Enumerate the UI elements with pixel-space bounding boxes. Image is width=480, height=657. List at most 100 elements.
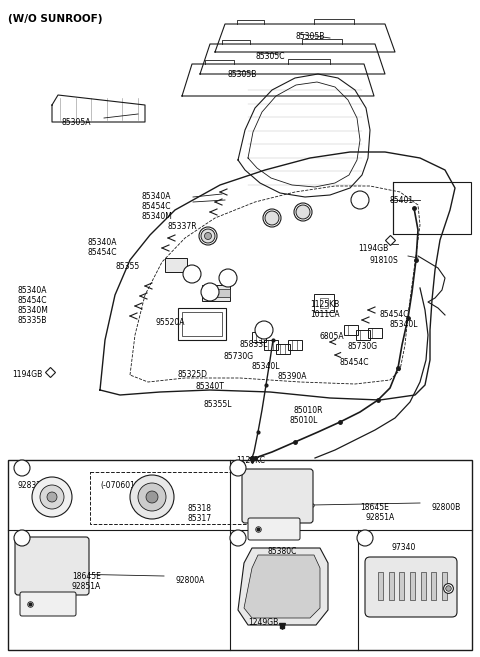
Text: c: c [358, 196, 362, 204]
Text: 1249GB: 1249GB [248, 618, 278, 627]
Text: (W/O SUNROOF): (W/O SUNROOF) [8, 14, 103, 24]
Bar [389, 572, 394, 600]
Text: 85390A: 85390A [278, 372, 308, 381]
Text: 85340A: 85340A [88, 238, 118, 247]
Text: a: a [190, 269, 194, 279]
Circle shape [230, 460, 246, 476]
Text: 85730G: 85730G [348, 342, 378, 351]
Text: 6805A: 6805A [320, 332, 345, 341]
FancyBboxPatch shape [365, 557, 457, 617]
Circle shape [219, 269, 237, 287]
Text: 85340M: 85340M [18, 306, 49, 315]
Bar [288, 340, 302, 350]
Text: 85454C: 85454C [380, 310, 409, 319]
Bar [399, 572, 404, 600]
Text: 85858C: 85858C [260, 575, 289, 584]
Circle shape [255, 321, 273, 339]
Text: a: a [300, 208, 306, 217]
Bar [420, 572, 426, 600]
Text: 85337R: 85337R [168, 222, 198, 231]
Bar [442, 572, 447, 600]
Bar [178, 308, 226, 340]
Text: e: e [269, 214, 275, 223]
Text: 85454C: 85454C [142, 202, 171, 211]
Text: 85454C: 85454C [88, 248, 118, 257]
FancyBboxPatch shape [242, 469, 313, 523]
Text: 1194GB: 1194GB [12, 370, 42, 379]
Text: 85454C: 85454C [18, 296, 48, 305]
Text: 85355L: 85355L [204, 400, 232, 409]
Text: 91810S: 91810S [370, 256, 399, 265]
Bar [202, 285, 230, 301]
Text: 85305B: 85305B [228, 70, 257, 79]
Text: 85317: 85317 [188, 514, 212, 523]
Text: c: c [236, 533, 240, 543]
Bar [410, 572, 415, 600]
Circle shape [357, 530, 373, 546]
Text: 85340L: 85340L [390, 320, 419, 329]
Text: 85340L: 85340L [252, 362, 280, 371]
Text: 85340A: 85340A [142, 192, 171, 201]
Circle shape [199, 227, 217, 245]
Circle shape [201, 283, 219, 301]
Text: 92800B: 92800B [432, 503, 461, 512]
Text: 85010L: 85010L [290, 416, 318, 425]
Text: 92800A: 92800A [176, 576, 205, 585]
Bar [320, 298, 328, 308]
Text: 1194GB: 1194GB [358, 244, 388, 253]
Bar [264, 340, 278, 350]
Bar [368, 328, 382, 338]
Circle shape [130, 475, 174, 519]
FancyBboxPatch shape [15, 537, 89, 595]
Text: 1011CA: 1011CA [310, 310, 340, 319]
Circle shape [146, 491, 158, 503]
Circle shape [14, 460, 30, 476]
Text: 85305A: 85305A [62, 118, 92, 127]
Text: 85833L: 85833L [240, 340, 268, 349]
Circle shape [351, 191, 369, 209]
Text: 85340M: 85340M [142, 212, 173, 221]
Text: b: b [207, 288, 213, 296]
Text: 95520A: 95520A [155, 318, 184, 327]
Circle shape [32, 477, 72, 517]
Text: 92851A: 92851A [72, 582, 101, 591]
Circle shape [263, 209, 281, 227]
Circle shape [138, 483, 166, 511]
Bar [432, 572, 436, 600]
Bar [216, 289, 230, 297]
Text: d: d [362, 533, 368, 543]
FancyBboxPatch shape [248, 518, 300, 540]
Bar [356, 330, 370, 340]
Bar [252, 332, 266, 342]
Text: 85340T: 85340T [196, 382, 225, 391]
Bar [344, 325, 358, 335]
Text: 85305B: 85305B [295, 32, 324, 41]
Circle shape [40, 485, 64, 509]
Circle shape [296, 205, 310, 219]
Text: 85355: 85355 [115, 262, 139, 271]
Text: 85401: 85401 [390, 196, 414, 205]
Text: 85454C: 85454C [340, 358, 370, 367]
Text: 85318: 85318 [188, 504, 212, 513]
Bar [276, 344, 290, 354]
Bar [393, 182, 471, 234]
Text: 97340: 97340 [392, 543, 416, 552]
Bar [8, 460, 472, 650]
Text: 85340A: 85340A [18, 286, 48, 295]
Circle shape [294, 203, 312, 221]
Text: 85335B: 85335B [18, 316, 48, 325]
Text: a: a [19, 463, 24, 472]
Text: 85010R: 85010R [294, 406, 324, 415]
Circle shape [183, 265, 201, 283]
Circle shape [47, 492, 57, 502]
Text: a: a [226, 273, 230, 283]
Text: a: a [205, 231, 211, 240]
Text: 1125KC: 1125KC [236, 456, 265, 465]
Text: b: b [19, 533, 24, 543]
Text: d: d [261, 325, 267, 334]
Text: 85325D: 85325D [178, 370, 208, 379]
FancyBboxPatch shape [20, 592, 76, 616]
Text: e: e [235, 463, 240, 472]
Bar [378, 572, 383, 600]
Text: 92832F: 92832F [18, 481, 47, 490]
